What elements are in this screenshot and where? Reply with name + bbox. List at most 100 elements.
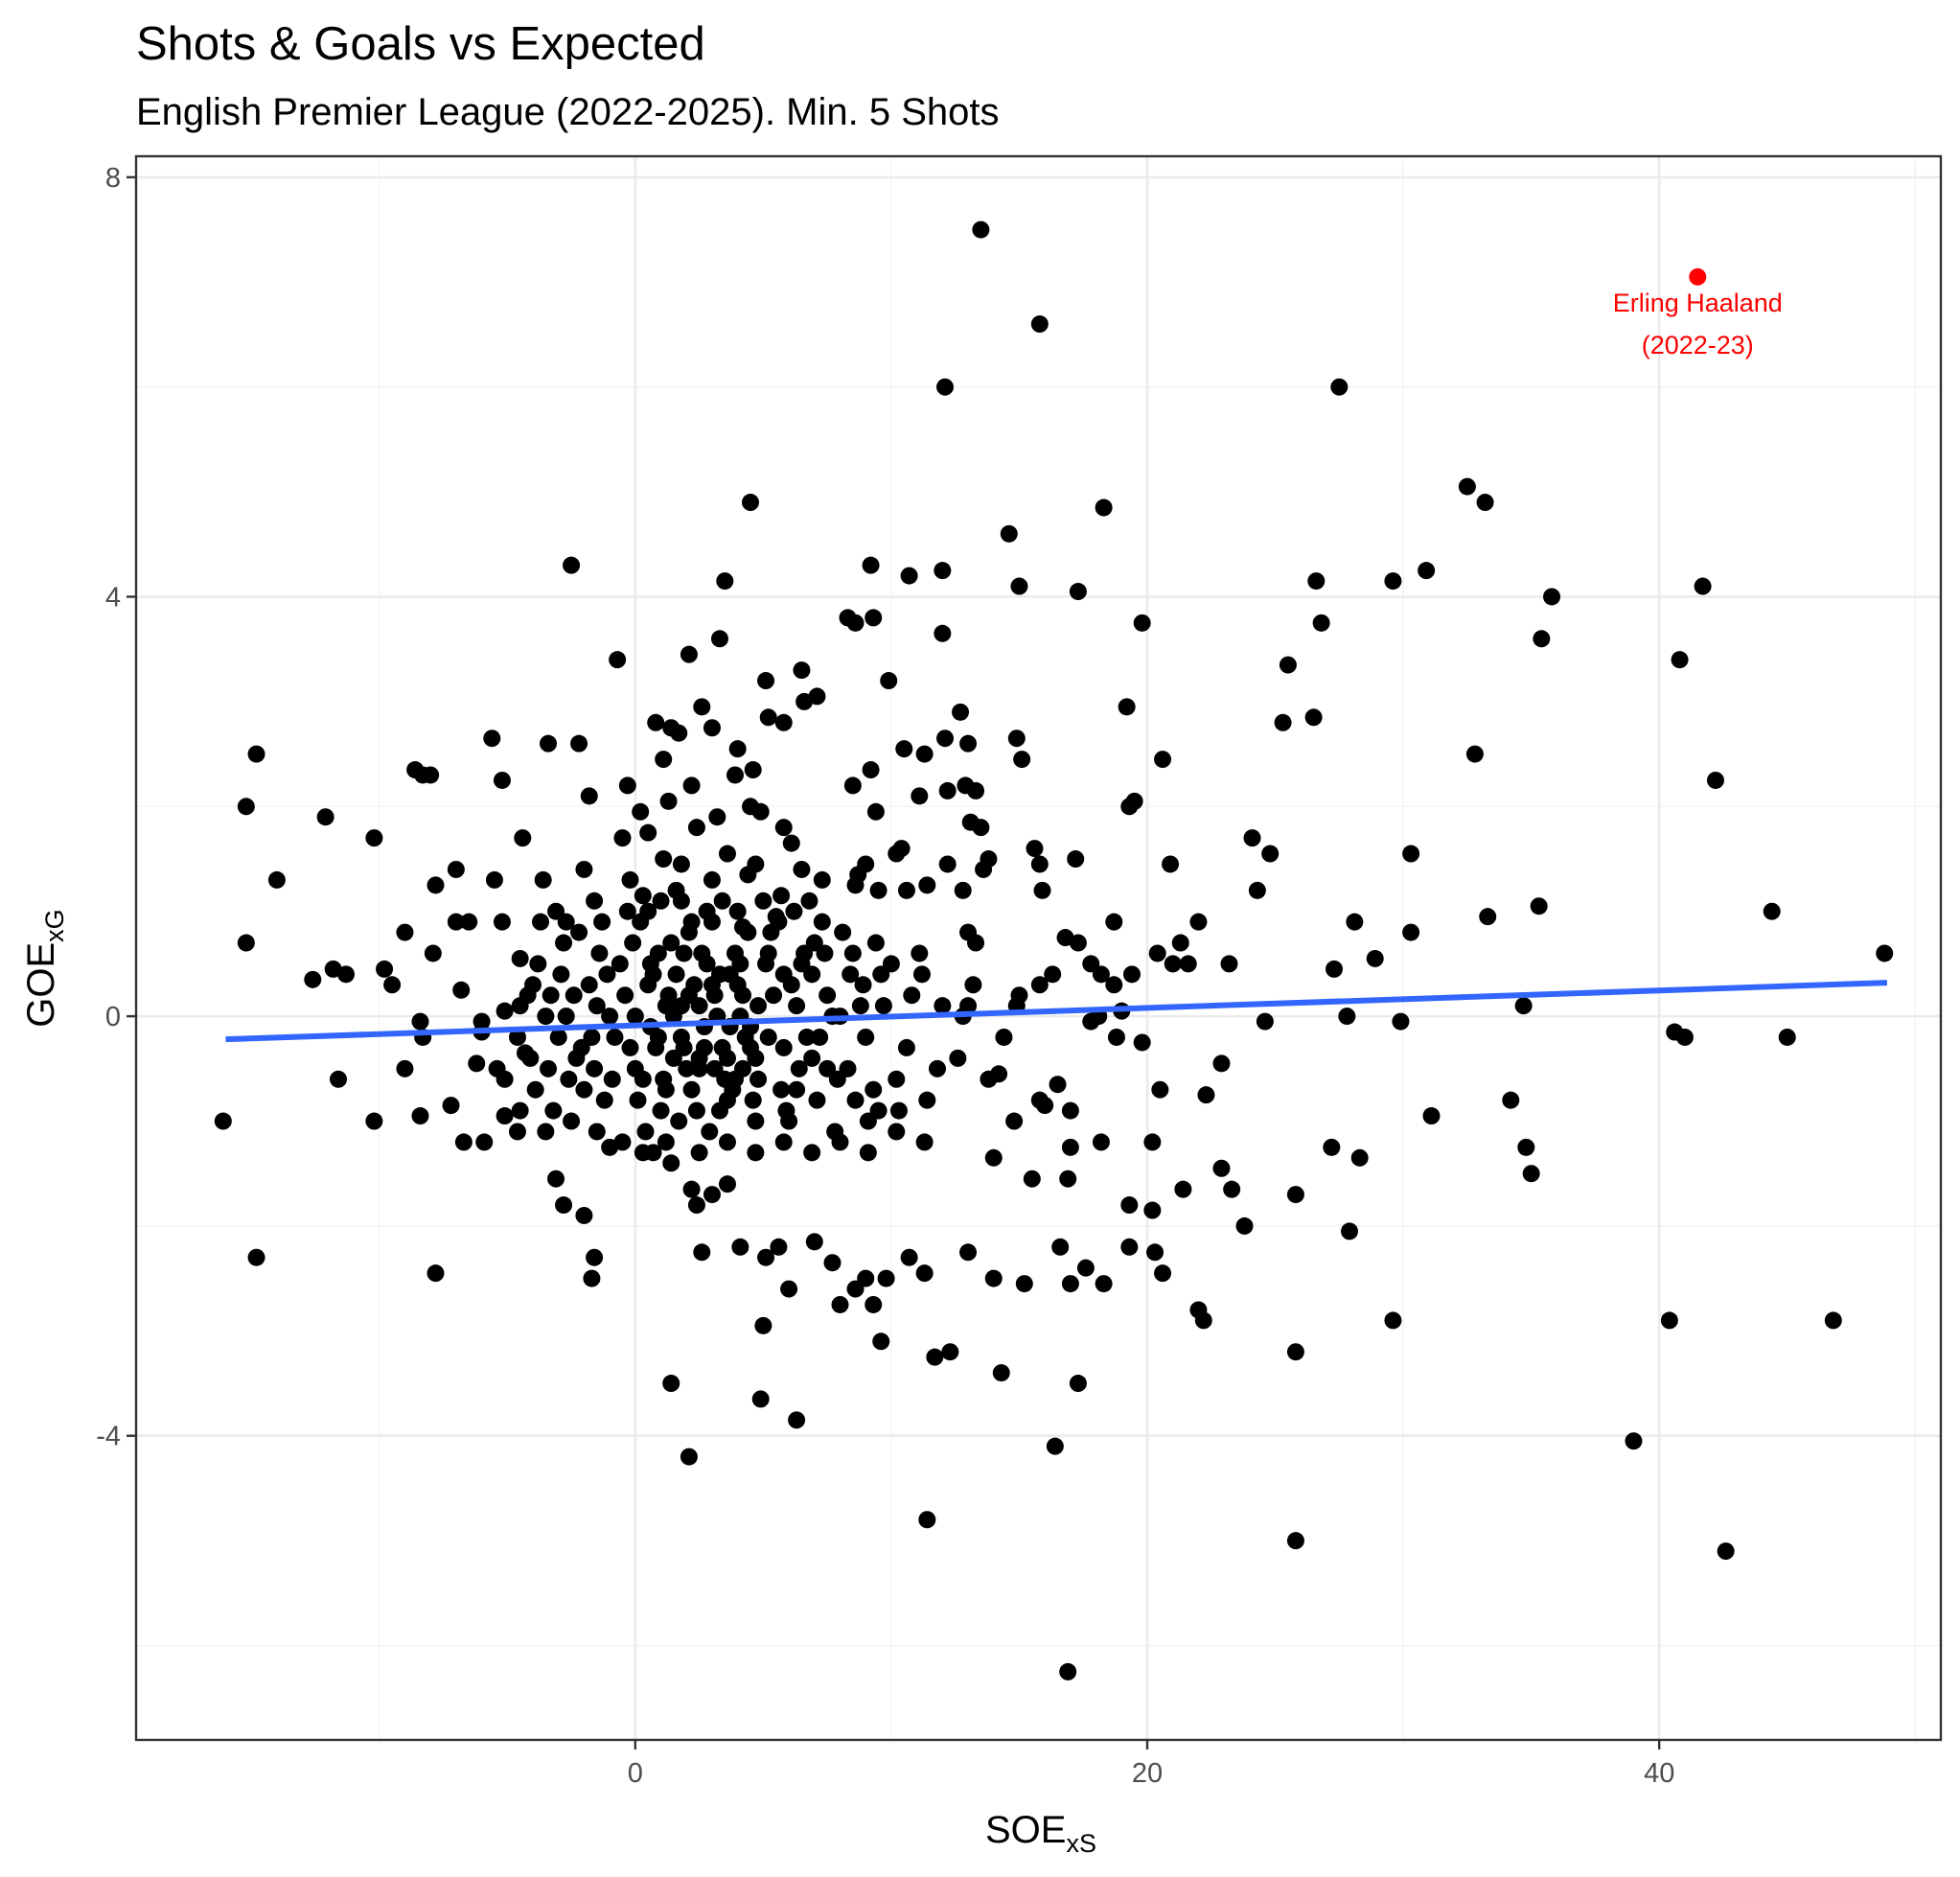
- data-point: [483, 730, 501, 748]
- y-tick-label: -4: [96, 1422, 121, 1452]
- data-point: [1212, 1159, 1231, 1177]
- data-point: [427, 876, 445, 894]
- data-point: [693, 698, 711, 716]
- data-point: [511, 949, 529, 967]
- data-point: [780, 1112, 798, 1130]
- data-point: [680, 986, 698, 1005]
- data-point: [1164, 955, 1182, 973]
- data-point: [888, 845, 906, 863]
- data-point: [247, 1248, 265, 1266]
- data-point: [1778, 1028, 1796, 1046]
- data-point: [580, 787, 598, 805]
- data-point: [572, 1038, 590, 1056]
- data-point: [984, 1148, 1003, 1167]
- data-point: [376, 960, 394, 978]
- data-point: [797, 1028, 816, 1046]
- y-axis-title-sub: xG: [40, 909, 69, 942]
- data-point: [687, 1196, 705, 1215]
- data-point: [424, 944, 442, 962]
- data-point: [1051, 1238, 1070, 1256]
- data-point: [537, 1008, 555, 1026]
- data-point: [757, 672, 775, 690]
- data-point: [1092, 965, 1110, 984]
- data-point: [214, 1112, 232, 1130]
- data-point: [710, 630, 728, 648]
- data-point: [793, 661, 811, 680]
- data-point: [682, 1080, 701, 1099]
- data-point: [1059, 1170, 1077, 1188]
- data-point: [618, 776, 636, 795]
- data-point: [1092, 1133, 1110, 1151]
- data-point: [972, 220, 990, 239]
- data-point: [1402, 845, 1420, 863]
- data-point: [796, 692, 814, 710]
- data-point: [590, 944, 609, 962]
- data-point: [1197, 1086, 1215, 1104]
- data-point: [1286, 1532, 1304, 1550]
- data-point: [731, 955, 749, 973]
- data-point: [1625, 1432, 1643, 1450]
- data-point: [759, 944, 777, 962]
- data-point: [670, 1112, 688, 1130]
- highlight-point: [1689, 267, 1707, 286]
- data-point: [716, 572, 734, 591]
- data-point: [659, 792, 678, 810]
- data-point: [915, 1133, 934, 1151]
- data-point: [857, 1269, 875, 1287]
- data-point: [703, 976, 721, 994]
- data-point: [1402, 923, 1420, 941]
- data-point: [514, 829, 532, 847]
- data-point: [657, 1133, 675, 1151]
- data-point: [1248, 881, 1266, 899]
- data-point: [980, 1070, 998, 1088]
- data-point: [1069, 1375, 1087, 1393]
- data-point: [759, 708, 777, 727]
- data-point: [1030, 315, 1049, 334]
- data-point: [1061, 1275, 1079, 1293]
- y-axis-title-main: GOE: [20, 942, 62, 1028]
- data-point: [1143, 1133, 1162, 1151]
- data-point: [1422, 1107, 1441, 1125]
- data-point: [774, 713, 793, 731]
- data-point: [580, 976, 598, 994]
- data-point: [678, 1059, 696, 1078]
- data-point: [811, 1028, 829, 1046]
- data-point: [995, 1028, 1013, 1046]
- data-point: [900, 567, 918, 585]
- data-point: [747, 1049, 765, 1067]
- data-point: [1261, 845, 1280, 863]
- data-point: [540, 1059, 558, 1078]
- data-point: [682, 776, 701, 795]
- data-point: [739, 866, 757, 884]
- x-axis-title-sub: xS: [1066, 1829, 1096, 1858]
- data-point: [583, 1269, 601, 1287]
- data-point: [918, 1511, 936, 1529]
- data-point: [788, 1080, 806, 1099]
- data-point: [934, 624, 952, 642]
- data-point: [1533, 630, 1551, 648]
- data-point: [1095, 1275, 1113, 1293]
- data-point: [934, 562, 952, 580]
- data-point: [1015, 1275, 1033, 1293]
- data-point: [772, 1080, 791, 1099]
- y-tick-label: 0: [105, 1002, 121, 1032]
- data-point: [964, 976, 982, 994]
- data-point: [1502, 1091, 1520, 1109]
- data-point: [267, 870, 286, 889]
- data-point: [718, 1049, 736, 1067]
- data-point: [460, 913, 478, 931]
- data-point: [442, 1097, 460, 1115]
- data-point: [330, 1070, 348, 1088]
- data-point: [888, 1070, 906, 1088]
- data-point: [862, 761, 880, 779]
- data-point: [1543, 588, 1561, 606]
- data-point: [782, 834, 800, 852]
- data-point: [560, 1070, 578, 1088]
- data-point: [992, 1364, 1010, 1382]
- data-point: [1824, 1311, 1842, 1330]
- data-point: [563, 1112, 581, 1130]
- data-point: [859, 1144, 877, 1162]
- data-point: [1007, 730, 1026, 748]
- data-point: [547, 1170, 565, 1188]
- data-point: [959, 734, 978, 753]
